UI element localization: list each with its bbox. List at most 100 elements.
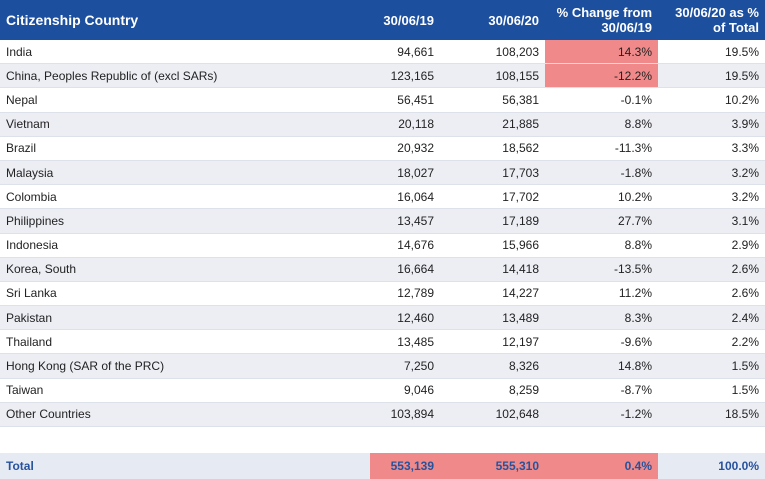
value-cell: 103,894 — [370, 402, 440, 428]
value-cell: 2.6% — [658, 281, 765, 307]
table-row: Vietnam 20,118 21,885 8.8% 3.9% — [0, 112, 765, 137]
value-cell: 13,485 — [370, 329, 440, 355]
table-row: Brazil 20,932 18,562 -11.3% 3.3% — [0, 136, 765, 161]
table-row: Colombia 16,064 17,702 10.2% 3.2% — [0, 184, 765, 210]
value-cell: 18,562 — [440, 136, 545, 161]
value-cell: 8.8% — [545, 233, 658, 258]
country-cell: Vietnam — [0, 112, 370, 137]
total-row: Total 553,139 555,310 0.4% 100.0% — [0, 453, 765, 479]
table-row: India 94,661 108,203 14.3% 19.5% — [0, 40, 765, 65]
table-body: India 94,661 108,203 14.3% 19.5% China, Peopl… — [0, 40, 765, 428]
header-cell: Citizenship Country — [0, 0, 370, 40]
table-row: Thailand 13,485 12,197 -9.6% 2.2% — [0, 329, 765, 355]
country-cell: India — [0, 40, 370, 65]
value-cell: 12,197 — [440, 329, 545, 355]
value-cell: 2.2% — [658, 329, 765, 355]
table-row: Sri Lanka 12,789 14,227 11.2% 2.6% — [0, 281, 765, 307]
value-cell: 10.2% — [658, 87, 765, 113]
table-row: Other Countries 103,894 102,648 -1.2% 18.5% — [0, 402, 765, 428]
table-row: Pakistan 12,460 13,489 8.3% 2.4% — [0, 305, 765, 331]
value-cell: 18,027 — [370, 160, 440, 186]
value-cell: -1.2% — [545, 402, 658, 428]
value-cell: 56,451 — [370, 87, 440, 113]
header-row: Citizenship Country 30/06/19 30/06/20% Cha… — [0, 0, 765, 40]
value-cell: -1.8% — [545, 160, 658, 186]
table-row: Taiwan 9,046 8,259 -8.7% 1.5% — [0, 378, 765, 403]
value-cell: 2.6% — [658, 257, 765, 282]
table-row: Philippines 13,457 17,189 27.7% 3.1% — [0, 208, 765, 234]
total-cell: 555,310 — [440, 453, 545, 479]
value-cell: 19.5% — [658, 40, 765, 65]
value-cell: 14,418 — [440, 257, 545, 282]
value-cell: 2.9% — [658, 233, 765, 258]
value-cell: 2.4% — [658, 305, 765, 331]
value-cell: 11.2% — [545, 281, 658, 307]
value-cell: 12,789 — [370, 281, 440, 307]
value-cell: 12,460 — [370, 305, 440, 331]
country-cell: Brazil — [0, 136, 370, 161]
table-row: Korea, South 16,664 14,418 -13.5% 2.6% — [0, 257, 765, 282]
value-cell: 17,703 — [440, 160, 545, 186]
country-cell: Colombia — [0, 184, 370, 210]
total-label: Total — [0, 453, 370, 479]
value-cell: 8.3% — [545, 305, 658, 331]
value-cell: 16,064 — [370, 184, 440, 210]
value-cell: 19.5% — [658, 63, 765, 89]
total-cell: 0.4% — [545, 453, 658, 479]
value-cell: 10.2% — [545, 184, 658, 210]
value-cell: 14,227 — [440, 281, 545, 307]
country-cell: Philippines — [0, 208, 370, 234]
header-cell: 30/06/20 — [440, 0, 545, 40]
country-cell: Nepal — [0, 87, 370, 113]
value-cell: 1.5% — [658, 353, 765, 379]
value-cell: -9.6% — [545, 329, 658, 355]
value-cell: 17,189 — [440, 208, 545, 234]
value-cell: 102,648 — [440, 402, 545, 428]
value-cell: 27.7% — [545, 208, 658, 234]
table-row: Indonesia 14,676 15,966 8.8% 2.9% — [0, 233, 765, 258]
value-cell: 15,966 — [440, 233, 545, 258]
value-cell: 3.1% — [658, 208, 765, 234]
value-cell: 20,118 — [370, 112, 440, 137]
value-cell: 14.8% — [545, 353, 658, 379]
total-cell: 100.0% — [658, 453, 765, 479]
header-cell: 30/06/19 — [370, 0, 440, 40]
value-cell: 14,676 — [370, 233, 440, 258]
value-cell: 108,155 — [440, 63, 545, 89]
value-cell: 7,250 — [370, 353, 440, 379]
total-cell: 553,139 — [370, 453, 440, 479]
value-cell: 14.3% — [545, 40, 658, 65]
header-cell: % Change from 30/06/19 — [545, 0, 658, 40]
value-cell: 21,885 — [440, 112, 545, 137]
value-cell: 18.5% — [658, 402, 765, 428]
value-cell: 9,046 — [370, 378, 440, 403]
value-cell: -11.3% — [545, 136, 658, 161]
country-cell: Korea, South — [0, 257, 370, 282]
table-row: Nepal 56,451 56,381 -0.1% 10.2% — [0, 87, 765, 113]
country-cell: Other Countries — [0, 402, 370, 428]
country-cell: China, Peoples Republic of (excl SARs) — [0, 63, 370, 89]
country-cell: Sri Lanka — [0, 281, 370, 307]
value-cell: 16,664 — [370, 257, 440, 282]
spacer — [0, 426, 765, 453]
value-cell: 13,489 — [440, 305, 545, 331]
header-cell: 30/06/20 as % of Total — [658, 0, 765, 40]
country-cell: Hong Kong (SAR of the PRC) — [0, 353, 370, 379]
value-cell: 94,661 — [370, 40, 440, 65]
value-cell: 13,457 — [370, 208, 440, 234]
value-cell: 3.2% — [658, 160, 765, 186]
value-cell: 17,702 — [440, 184, 545, 210]
value-cell: -0.1% — [545, 87, 658, 113]
value-cell: 123,165 — [370, 63, 440, 89]
value-cell: 8,259 — [440, 378, 545, 403]
country-cell: Indonesia — [0, 233, 370, 258]
country-cell: Thailand — [0, 329, 370, 355]
value-cell: -8.7% — [545, 378, 658, 403]
country-cell: Taiwan — [0, 378, 370, 403]
country-cell: Malaysia — [0, 160, 370, 186]
value-cell: 8,326 — [440, 353, 545, 379]
value-cell: 3.3% — [658, 136, 765, 161]
value-cell: 1.5% — [658, 378, 765, 403]
